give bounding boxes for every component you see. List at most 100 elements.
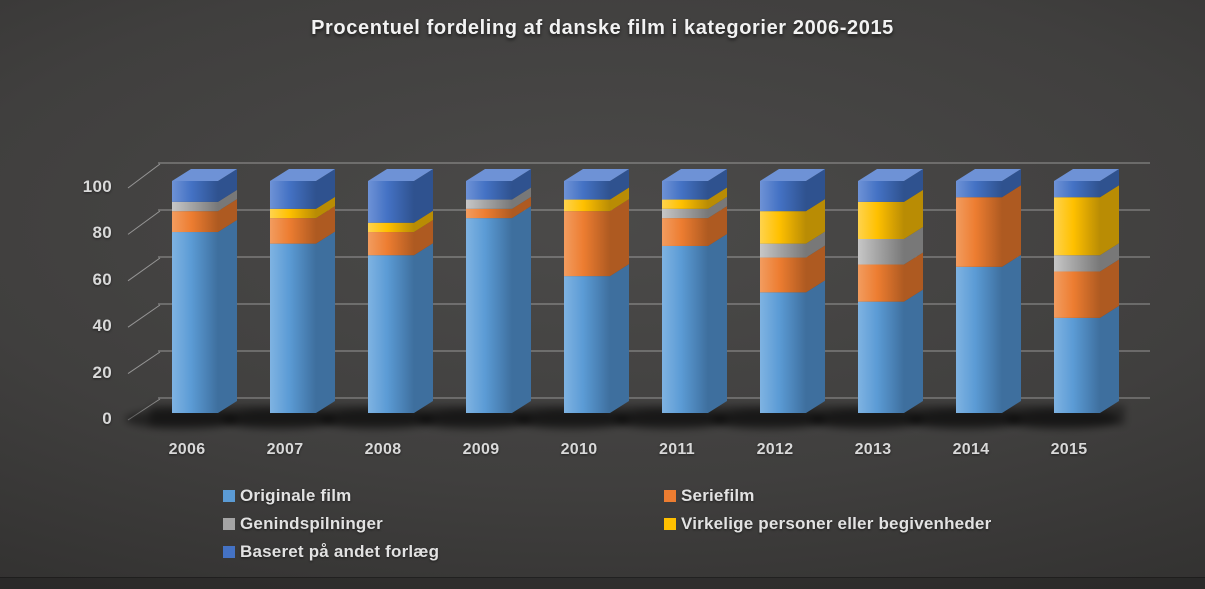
bar-segment[interactable]	[270, 208, 316, 219]
legend-swatch	[223, 546, 235, 558]
y-axis-label: 20	[92, 362, 112, 382]
bar-segment[interactable]	[760, 181, 806, 212]
axis-tick	[127, 210, 161, 235]
bar-segment[interactable]	[270, 243, 316, 413]
bar-2007[interactable]	[270, 169, 335, 413]
bar-segment[interactable]	[368, 222, 414, 233]
legend-item-baseret-p-andet-forl-g[interactable]: Baseret på andet forlæg	[223, 542, 439, 562]
bar-segment[interactable]	[760, 292, 806, 413]
bar-segment[interactable]	[858, 239, 904, 265]
legend-item-virkelige-personer-eller-begivenheder[interactable]: Virkelige personer eller begivenheder	[664, 514, 991, 534]
y-axis-label: 0	[102, 409, 112, 428]
bar-2011[interactable]	[662, 169, 727, 413]
bar-segment-side	[512, 206, 531, 413]
bar-top	[662, 169, 727, 181]
bar-segment[interactable]	[1054, 181, 1100, 198]
axis-tick	[127, 351, 161, 375]
legend-swatch	[223, 490, 235, 502]
bar-segment-side	[708, 187, 727, 209]
x-axis-label: 2015	[1050, 441, 1088, 458]
bar-2009[interactable]	[466, 169, 531, 413]
y-axis-label: 60	[92, 269, 112, 289]
bar-2008[interactable]	[368, 169, 433, 413]
bar-segment-side	[708, 206, 727, 246]
bar-top	[172, 169, 237, 181]
legend-item-originale-film[interactable]: Originale film	[223, 486, 351, 506]
bar-segment[interactable]	[172, 181, 218, 202]
bar-segment[interactable]	[1054, 197, 1100, 256]
bar-segment[interactable]	[270, 218, 316, 244]
bar-shadow	[811, 409, 923, 429]
bar-segment-side	[806, 231, 825, 258]
bar-segment[interactable]	[172, 211, 218, 233]
bar-segment[interactable]	[172, 232, 218, 413]
bars	[172, 169, 1119, 413]
bar-segment[interactable]	[760, 243, 806, 258]
bar-2006[interactable]	[172, 169, 237, 413]
bar-segment-side	[512, 196, 531, 219]
bar-segment[interactable]	[1054, 271, 1100, 318]
axis-tick	[127, 163, 161, 189]
bar-segment[interactable]	[858, 264, 904, 302]
bar-segment[interactable]	[368, 255, 414, 413]
bar-segment[interactable]	[564, 276, 610, 413]
bar-segment[interactable]	[662, 199, 708, 209]
bar-segment-side	[1100, 185, 1119, 256]
bar-segment-side	[806, 199, 825, 244]
bar-segment-side	[218, 189, 237, 212]
bar-2012[interactable]	[760, 169, 825, 413]
bar-segment-side	[218, 199, 237, 233]
bar-segment[interactable]	[564, 211, 610, 277]
bar-segment-side	[610, 187, 629, 212]
bar-2014[interactable]	[956, 169, 1021, 413]
legend-item-seriefilm[interactable]: Seriefilm	[664, 486, 755, 506]
bar-segment[interactable]	[662, 181, 708, 200]
bar-segment[interactable]	[858, 301, 904, 413]
bar-segment[interactable]	[858, 201, 904, 239]
bar-2013[interactable]	[858, 169, 923, 413]
x-axis-label: 2014	[952, 441, 990, 458]
bar-segment[interactable]	[368, 181, 414, 223]
bar-segment[interactable]	[956, 181, 1002, 198]
bar-segment[interactable]	[466, 208, 512, 219]
bar-segment[interactable]	[858, 181, 904, 202]
bar-segment[interactable]	[270, 181, 316, 209]
bar-shadow	[615, 409, 727, 429]
bar-segment-side	[904, 252, 923, 302]
bar-segment[interactable]	[956, 197, 1002, 267]
bar-top	[564, 169, 629, 181]
bar-segment-side	[904, 289, 923, 413]
bar-segment-side	[806, 169, 825, 212]
bar-segment-side	[904, 189, 923, 239]
bar-segment[interactable]	[1054, 317, 1100, 413]
legend-swatch	[664, 518, 676, 530]
bar-segment[interactable]	[956, 266, 1002, 413]
bar-top	[858, 169, 923, 181]
bar-segment[interactable]	[760, 257, 806, 293]
bar-2010[interactable]	[564, 169, 629, 413]
bar-segment-side	[1100, 259, 1119, 318]
bar-segment[interactable]	[662, 218, 708, 246]
bar-2015[interactable]	[1054, 169, 1119, 413]
bar-segment[interactable]	[760, 211, 806, 244]
legend-item-genindspilninger[interactable]: Genindspilninger	[223, 514, 383, 534]
x-axis-label: 2006	[168, 441, 206, 458]
bar-segment[interactable]	[662, 245, 708, 413]
bar-segment[interactable]	[564, 181, 610, 200]
x-axis-label: 2007	[266, 441, 304, 458]
bar-segment[interactable]	[172, 201, 218, 212]
bar-segment[interactable]	[466, 218, 512, 413]
bar-shadow	[419, 409, 531, 429]
x-axis-label: 2013	[854, 441, 892, 458]
bar-segment-side	[1100, 169, 1119, 198]
bar-segment[interactable]	[1054, 255, 1100, 272]
bar-segment[interactable]	[662, 208, 708, 219]
bottom-strip	[0, 577, 1205, 589]
bar-segment[interactable]	[368, 232, 414, 256]
bar-segment[interactable]	[564, 199, 610, 212]
bar-segment[interactable]	[466, 199, 512, 209]
bar-segment-side	[904, 227, 923, 265]
bar-segment[interactable]	[466, 181, 512, 200]
